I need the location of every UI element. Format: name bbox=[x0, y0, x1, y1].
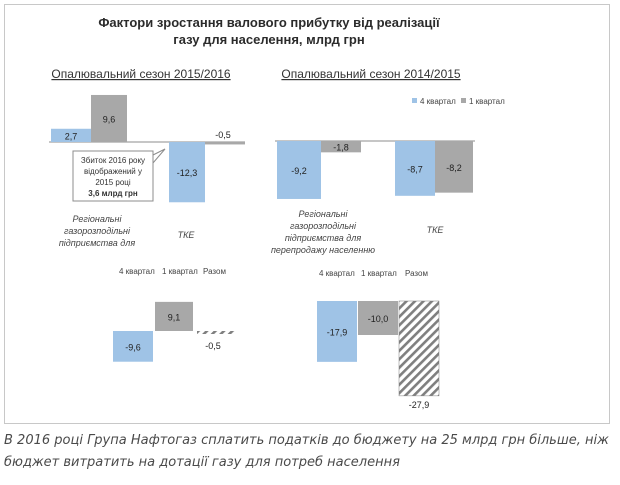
legend-label-q4: 4 квартал bbox=[420, 97, 456, 106]
total-2015-sum-label: -0,5 bbox=[205, 341, 221, 351]
callout-arrow bbox=[152, 148, 166, 165]
caption: В 2016 році Група Нафтогаз сплатить пода… bbox=[4, 433, 609, 470]
total-2014-sum bbox=[398, 300, 440, 397]
legend: 4 квартал 1 квартал bbox=[412, 97, 505, 106]
total-2015-q4-label: -9,6 bbox=[125, 342, 141, 352]
loss-callout: Збиток 2016 року відображений у 2015 роц… bbox=[72, 148, 166, 202]
totals-labels-2015: 4 квартал 1 квартал Разом bbox=[119, 267, 226, 276]
category-label-tke-2014: ТКЕ bbox=[427, 225, 445, 235]
totals-label-q4: 4 квартал bbox=[119, 267, 155, 276]
total-2015-sum bbox=[197, 331, 235, 334]
callout-line3: 2015 році bbox=[95, 178, 131, 187]
bar-2015-regional-q1 bbox=[91, 94, 127, 142]
category-label-line: газорозподільні bbox=[290, 221, 357, 231]
total-2014-q4 bbox=[317, 301, 357, 362]
totals-label-sum: Разом bbox=[405, 269, 428, 278]
category-label-line: перепродажу населенню bbox=[271, 245, 375, 255]
bar-2014-regional-q1-label: -1,8 bbox=[333, 143, 349, 153]
totals-labels-2014: 4 квартал 1 квартал Разом bbox=[319, 269, 428, 278]
bar-2014-regional-q1 bbox=[321, 141, 361, 153]
bar-2015-regional-q4 bbox=[51, 128, 91, 142]
bar-2015-regional-q1-label: 9,6 bbox=[103, 114, 116, 124]
callout-box bbox=[72, 150, 154, 202]
chart-svg: Фактори зростання валового прибутку від … bbox=[49, 15, 505, 410]
total-2014-q1 bbox=[358, 301, 398, 335]
totals-label-q1: 1 квартал bbox=[162, 267, 198, 276]
category-label-regional-2015: Регіональні газорозподільні підприємства… bbox=[59, 214, 135, 248]
bar-2015-tke-q1 bbox=[205, 142, 245, 145]
category-label-line: підприємства для bbox=[285, 233, 361, 243]
bar-2014-regional-q4-label: -9,2 bbox=[291, 166, 307, 176]
bar-2014-regional-q4 bbox=[277, 141, 321, 199]
bar-2014-tke-q4-label: -8,7 bbox=[407, 164, 423, 174]
category-label-line: Регіональні bbox=[299, 209, 349, 219]
legend-swatch-q1 bbox=[461, 98, 466, 103]
total-2014-q4-label: -17,9 bbox=[327, 327, 348, 337]
category-label-tke-2015: ТКЕ bbox=[178, 230, 196, 240]
chart-frame: Фактори зростання валового прибутку від … bbox=[4, 4, 610, 424]
chart-marks: 2,7 9,6 -12,3 -0,5 -9,2 -1,8 -8,7 -8,2 -9,6 9,1 -0… bbox=[49, 94, 475, 410]
bar-2015-tke-q4-label: -12,3 bbox=[177, 168, 198, 178]
callout-line2: відображений у bbox=[84, 167, 142, 176]
bar-2015-tke-q4 bbox=[169, 142, 205, 203]
bar-2015-regional-q4-label: 2,7 bbox=[65, 131, 78, 141]
callout-line4: 3,6 млрд грн bbox=[88, 189, 138, 198]
total-2014-q1-label: -10,0 bbox=[368, 314, 389, 324]
total-2015-q1 bbox=[155, 301, 193, 331]
totals-label-q4: 4 квартал bbox=[319, 269, 355, 278]
bar-2014-tke-q1-label: -8,2 bbox=[446, 163, 462, 173]
category-label-line: Регіональні bbox=[73, 214, 123, 224]
legend-label-q1: 1 квартал bbox=[469, 97, 505, 106]
category-label-regional-2014: Регіональні газорозподільні підприємства… bbox=[271, 209, 375, 255]
total-2015-q1-label: 9,1 bbox=[168, 312, 181, 322]
category-label-line: газорозподільні bbox=[64, 226, 131, 236]
callout-line1: Збиток 2016 року bbox=[81, 156, 145, 165]
season-title-2014-2015: Опалювальний сезон 2014/2015 bbox=[281, 67, 461, 81]
chart-title-line1: Фактори зростання валового прибутку від … bbox=[98, 15, 440, 30]
season-title-2015-2016: Опалювальний сезон 2015/2016 bbox=[51, 67, 231, 81]
chart-title-line2: газу для населення, млрд грн bbox=[173, 32, 364, 47]
total-2014-sum-label: -27,9 bbox=[409, 400, 430, 410]
legend-swatch-q4 bbox=[412, 98, 417, 103]
category-label-line: підприємства для bbox=[59, 238, 135, 248]
totals-label-sum: Разом bbox=[203, 267, 226, 276]
bar-2015-tke-q1-label: -0,5 bbox=[215, 130, 231, 140]
bar-2014-tke-q4 bbox=[395, 141, 435, 196]
bar-2014-tke-q1 bbox=[435, 141, 473, 193]
total-2015-q4 bbox=[113, 331, 153, 362]
totals-label-q1: 1 квартал bbox=[361, 269, 397, 278]
